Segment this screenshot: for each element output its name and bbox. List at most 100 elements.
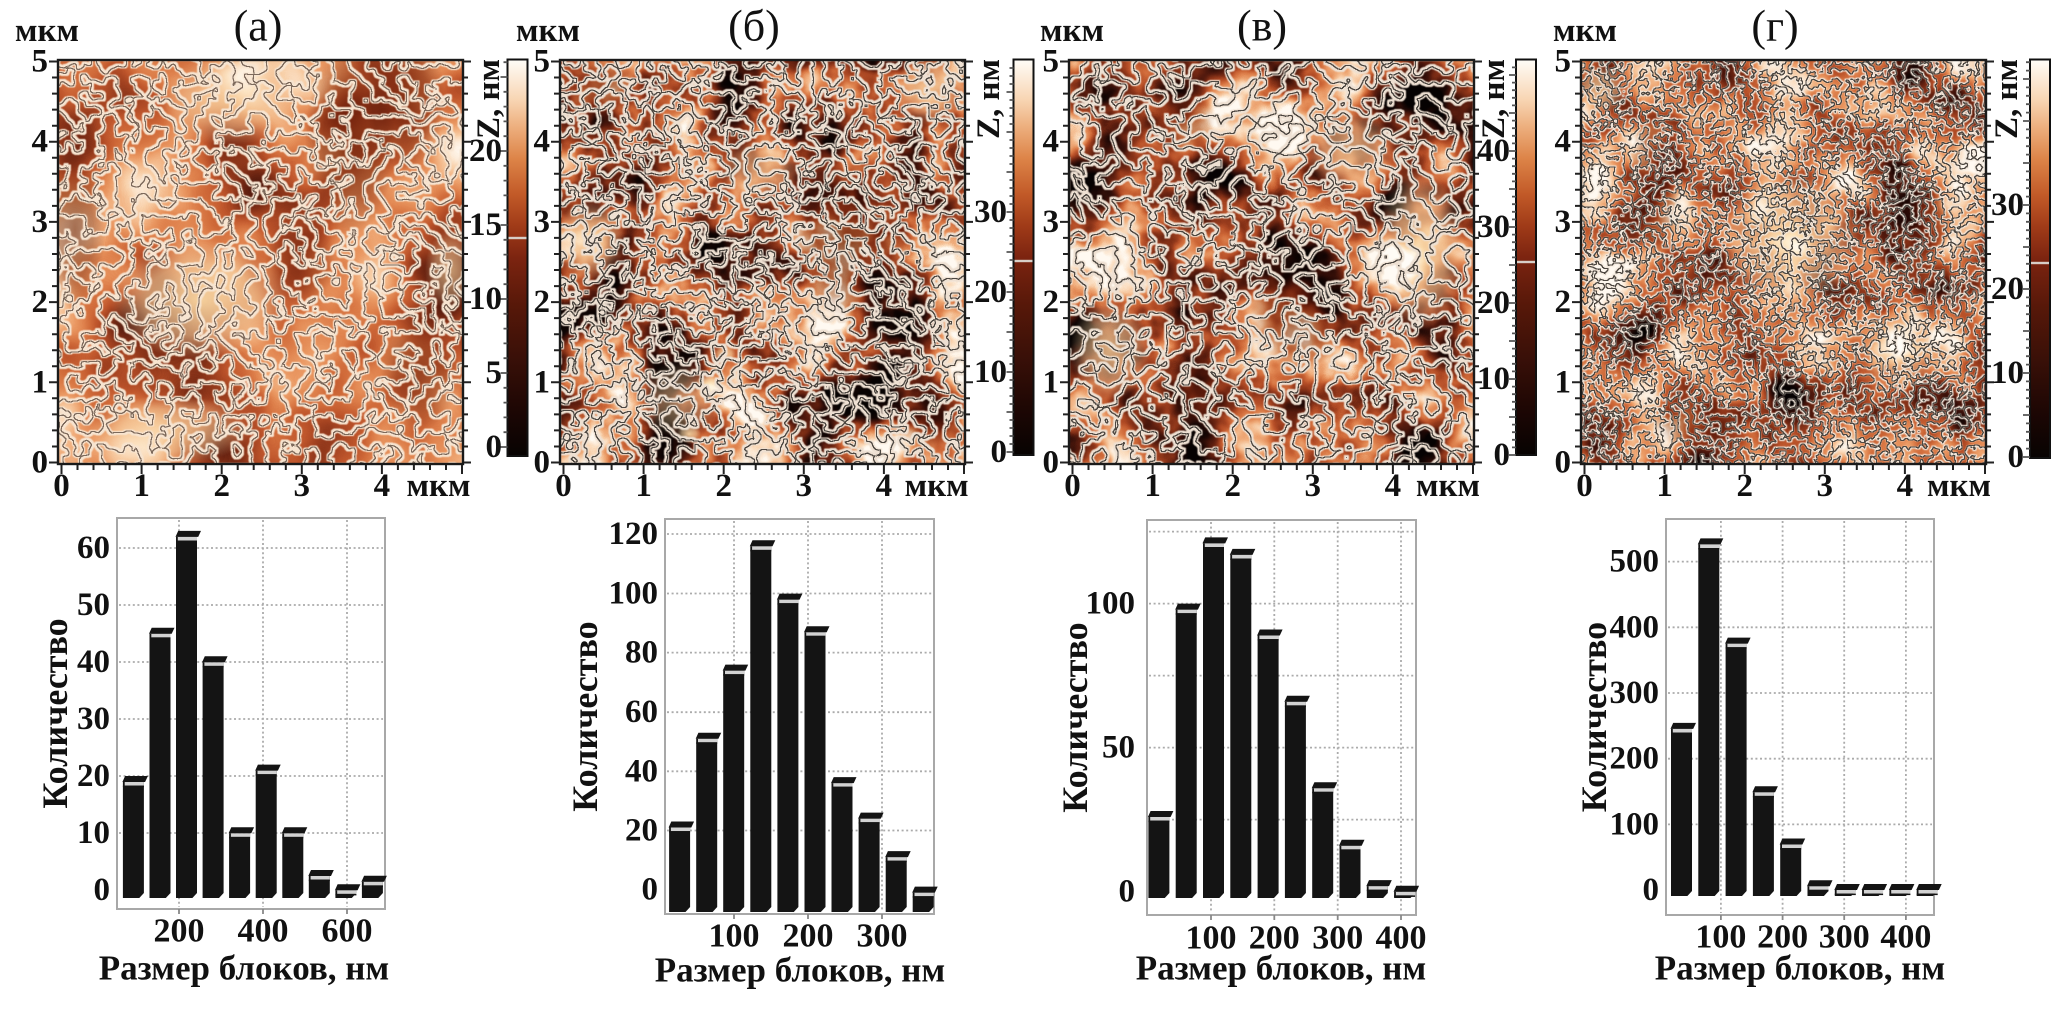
svg-text:Z, нм: Z, нм — [1476, 59, 1512, 139]
svg-text:(б): (б) — [728, 2, 780, 51]
svg-text:Размер блоков, нм: Размер блоков, нм — [655, 951, 946, 990]
svg-text:30: 30 — [77, 701, 110, 737]
svg-text:4: 4 — [1897, 468, 1914, 504]
svg-text:0: 0 — [1494, 437, 1511, 473]
svg-text:4: 4 — [374, 468, 391, 504]
svg-text:300: 300 — [1312, 920, 1363, 957]
svg-text:10: 10 — [469, 281, 502, 317]
svg-text:мкм: мкм — [1927, 468, 1991, 504]
svg-text:3: 3 — [1043, 204, 1060, 240]
svg-text:500: 500 — [1610, 544, 1660, 580]
svg-text:300: 300 — [1610, 675, 1660, 711]
svg-text:50: 50 — [1102, 730, 1135, 766]
svg-text:0: 0 — [1064, 468, 1081, 504]
svg-text:400: 400 — [1880, 919, 1931, 956]
svg-text:Количество: Количество — [35, 618, 75, 808]
svg-text:60: 60 — [625, 694, 658, 730]
svg-text:15: 15 — [469, 207, 502, 243]
svg-text:5: 5 — [1555, 44, 1572, 80]
svg-text:10: 10 — [974, 354, 1007, 390]
svg-text:мкм: мкм — [1416, 468, 1480, 504]
svg-text:мкм: мкм — [407, 468, 471, 504]
svg-text:3: 3 — [294, 468, 311, 504]
svg-text:200: 200 — [1757, 919, 1808, 956]
svg-text:мкм: мкм — [1553, 13, 1617, 49]
svg-text:(в): (в) — [1237, 2, 1287, 51]
svg-text:120: 120 — [609, 516, 659, 552]
svg-text:400: 400 — [1610, 609, 1660, 645]
svg-text:Z, нм: Z, нм — [1989, 59, 2025, 139]
svg-text:1: 1 — [534, 364, 551, 400]
svg-text:0: 0 — [1555, 445, 1572, 481]
svg-text:Z, нм: Z, нм — [971, 59, 1007, 139]
svg-text:20: 20 — [77, 758, 110, 794]
svg-text:0: 0 — [642, 872, 659, 908]
svg-text:5: 5 — [486, 355, 503, 391]
svg-text:5: 5 — [32, 44, 49, 80]
svg-text:0: 0 — [555, 468, 572, 504]
svg-text:2: 2 — [1224, 468, 1241, 504]
svg-text:20: 20 — [469, 133, 502, 169]
svg-text:60: 60 — [77, 530, 110, 566]
svg-text:мкм: мкм — [516, 13, 580, 49]
svg-text:0: 0 — [53, 468, 70, 504]
svg-text:100: 100 — [1086, 586, 1136, 622]
svg-text:мкм: мкм — [1040, 13, 1104, 49]
svg-text:20: 20 — [974, 274, 1007, 310]
svg-text:100: 100 — [709, 918, 760, 955]
svg-text:4: 4 — [1555, 124, 1572, 160]
svg-text:20: 20 — [625, 813, 658, 849]
svg-text:4: 4 — [534, 124, 551, 160]
svg-text:3: 3 — [1817, 468, 1834, 504]
svg-text:200: 200 — [1610, 741, 1660, 777]
svg-text:3: 3 — [1305, 468, 1322, 504]
svg-text:мкм: мкм — [905, 468, 969, 504]
svg-text:1: 1 — [1043, 364, 1060, 400]
svg-text:0: 0 — [991, 434, 1008, 470]
svg-text:(г): (г) — [1751, 2, 1798, 51]
svg-text:Количество: Количество — [565, 621, 605, 811]
svg-text:(а): (а) — [234, 2, 283, 51]
svg-text:200: 200 — [1249, 920, 1300, 957]
svg-text:Размер блоков, нм: Размер блоков, нм — [1655, 949, 1946, 988]
svg-text:100: 100 — [609, 576, 659, 612]
svg-text:2: 2 — [213, 468, 230, 504]
svg-text:20: 20 — [1477, 285, 1510, 321]
svg-text:400: 400 — [1376, 920, 1427, 957]
svg-text:0: 0 — [486, 429, 503, 465]
svg-text:2: 2 — [1555, 284, 1572, 320]
svg-text:0: 0 — [94, 872, 111, 908]
svg-text:600: 600 — [322, 913, 373, 950]
svg-text:1: 1 — [32, 364, 49, 400]
svg-text:1: 1 — [1144, 468, 1161, 504]
svg-text:0: 0 — [2008, 439, 2025, 475]
svg-text:400: 400 — [238, 913, 289, 950]
svg-text:40: 40 — [1477, 133, 1510, 169]
svg-text:1: 1 — [1555, 364, 1572, 400]
svg-text:30: 30 — [1477, 209, 1510, 245]
svg-text:0: 0 — [1643, 872, 1660, 908]
svg-text:4: 4 — [1043, 124, 1060, 160]
svg-text:3: 3 — [796, 468, 813, 504]
svg-text:2: 2 — [534, 284, 551, 320]
svg-text:100: 100 — [1610, 806, 1660, 842]
svg-text:5: 5 — [1043, 44, 1060, 80]
svg-text:10: 10 — [1991, 355, 2024, 391]
svg-text:2: 2 — [1736, 468, 1753, 504]
svg-text:Размер блоков, нм: Размер блоков, нм — [1136, 949, 1427, 988]
svg-text:40: 40 — [625, 753, 658, 789]
svg-text:300: 300 — [1819, 919, 1870, 956]
svg-text:100: 100 — [1695, 919, 1746, 956]
svg-text:4: 4 — [1385, 468, 1402, 504]
svg-text:100: 100 — [1186, 920, 1237, 957]
svg-text:мкм: мкм — [15, 13, 79, 49]
svg-text:4: 4 — [876, 468, 893, 504]
svg-text:1: 1 — [1656, 468, 1673, 504]
svg-text:50: 50 — [77, 587, 110, 623]
svg-text:200: 200 — [154, 913, 205, 950]
svg-text:0: 0 — [1576, 468, 1593, 504]
svg-text:30: 30 — [974, 194, 1007, 230]
svg-text:10: 10 — [1477, 361, 1510, 397]
svg-text:Размер блоков, нм: Размер блоков, нм — [99, 949, 390, 988]
svg-text:2: 2 — [715, 468, 732, 504]
